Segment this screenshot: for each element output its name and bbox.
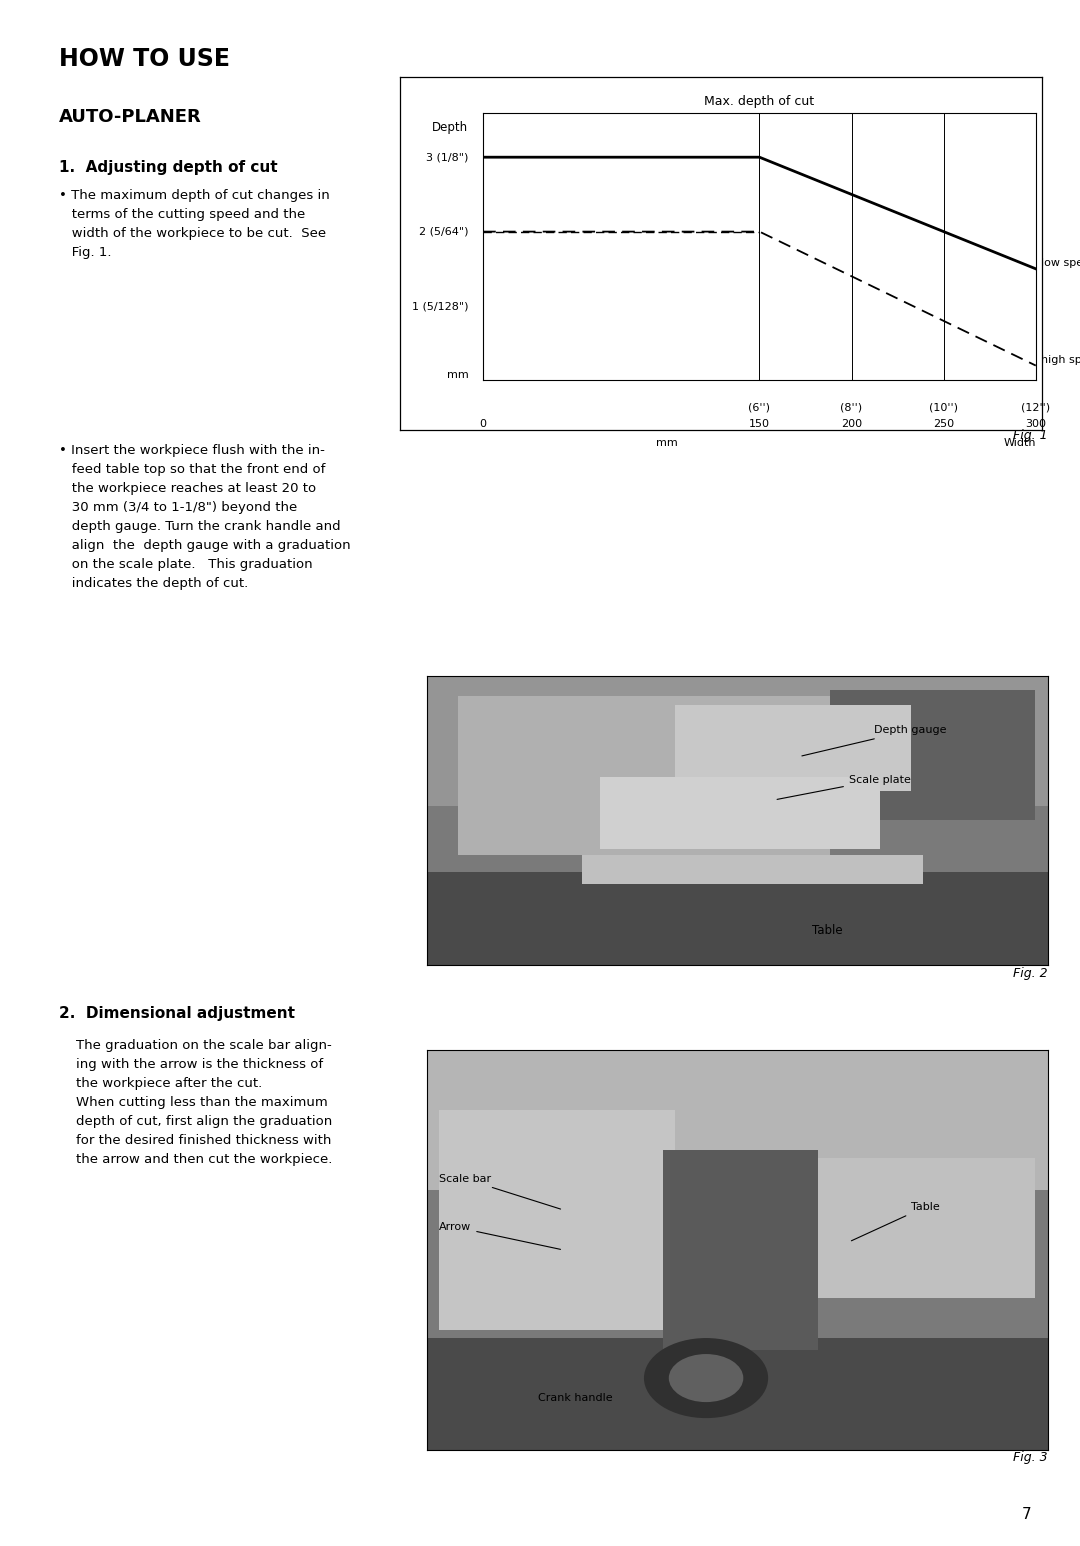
Text: Fig. 1: Fig. 1 xyxy=(1013,430,1048,442)
Bar xyxy=(786,1158,1035,1299)
Text: low speed: low speed xyxy=(1041,258,1080,267)
Bar xyxy=(427,872,1048,965)
Bar xyxy=(427,676,1048,805)
Text: Arrow: Arrow xyxy=(438,1221,561,1249)
Text: Table: Table xyxy=(851,1201,940,1241)
Text: (6''): (6'') xyxy=(748,404,770,413)
Circle shape xyxy=(669,1354,743,1402)
Circle shape xyxy=(644,1337,768,1418)
Bar xyxy=(438,1110,675,1330)
Text: Max. depth of cut: Max. depth of cut xyxy=(704,94,814,108)
Text: (8''): (8'') xyxy=(840,404,863,413)
Text: 0: 0 xyxy=(480,419,487,430)
Text: Width: Width xyxy=(1003,439,1036,448)
Text: Fig. 3: Fig. 3 xyxy=(1013,1450,1048,1464)
Text: Fig. 2: Fig. 2 xyxy=(1013,966,1048,980)
Bar xyxy=(427,1337,1048,1450)
Bar xyxy=(675,705,912,792)
Text: mm: mm xyxy=(657,439,678,448)
Bar xyxy=(458,696,831,855)
Text: 2.  Dimensional adjustment: 2. Dimensional adjustment xyxy=(59,1006,296,1020)
Text: mm: mm xyxy=(447,371,469,380)
Text: AUTO-PLANER: AUTO-PLANER xyxy=(59,108,202,127)
Text: (12''): (12'') xyxy=(1022,404,1051,413)
Text: The graduation on the scale bar align-
ing with the arrow is the thickness of
th: The graduation on the scale bar align- i… xyxy=(76,1039,332,1166)
Bar xyxy=(582,855,923,884)
Text: Scale bar: Scale bar xyxy=(438,1173,561,1209)
Bar xyxy=(427,1050,1048,1190)
Text: • The maximum depth of cut changes in
   terms of the cutting speed and the
   w: • The maximum depth of cut changes in te… xyxy=(59,189,330,258)
Text: 7: 7 xyxy=(1022,1507,1031,1521)
Text: 1 (5/128"): 1 (5/128") xyxy=(411,301,469,311)
Text: 150: 150 xyxy=(748,419,770,430)
Text: Depth gauge: Depth gauge xyxy=(801,725,946,756)
Text: 3 (1/8"): 3 (1/8") xyxy=(426,152,469,162)
Text: Table: Table xyxy=(812,923,842,937)
Text: 2 (5/64"): 2 (5/64") xyxy=(419,227,469,237)
Bar xyxy=(662,1150,818,1350)
Text: • Insert the workpiece flush with the in-
   feed table top so that the front en: • Insert the workpiece flush with the in… xyxy=(59,444,351,589)
Text: 300: 300 xyxy=(1025,419,1047,430)
Bar xyxy=(600,776,880,849)
Text: Scale plate: Scale plate xyxy=(778,775,910,799)
Text: HOW TO USE: HOW TO USE xyxy=(59,46,230,71)
Text: 200: 200 xyxy=(841,419,862,430)
Text: (10''): (10'') xyxy=(929,404,958,413)
Text: Depth: Depth xyxy=(432,121,469,135)
Text: high speed: high speed xyxy=(1041,354,1080,365)
Text: 1.  Adjusting depth of cut: 1. Adjusting depth of cut xyxy=(59,161,278,175)
Bar xyxy=(831,690,1035,819)
Text: Crank handle: Crank handle xyxy=(538,1393,613,1404)
Text: 250: 250 xyxy=(933,419,955,430)
